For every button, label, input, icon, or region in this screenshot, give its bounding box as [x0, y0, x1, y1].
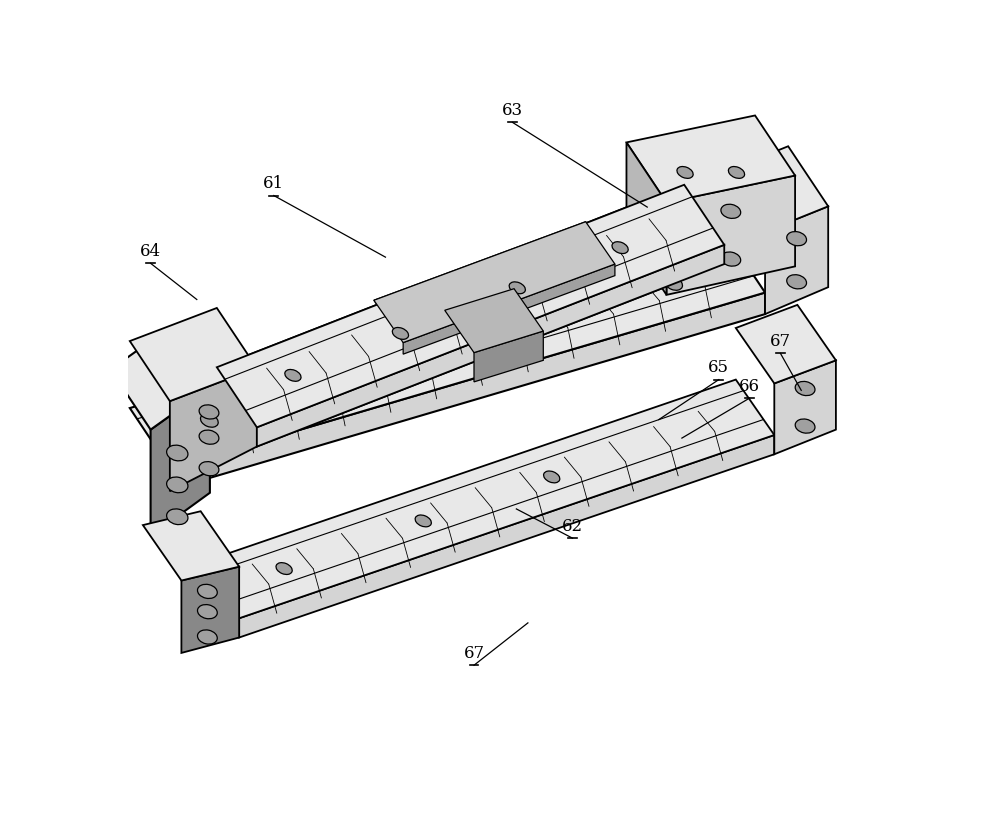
Text: 62: 62 — [562, 518, 583, 535]
Ellipse shape — [199, 430, 219, 444]
Polygon shape — [170, 292, 765, 489]
Polygon shape — [725, 146, 828, 232]
Ellipse shape — [167, 477, 188, 493]
Ellipse shape — [199, 405, 219, 419]
Ellipse shape — [728, 167, 745, 178]
Ellipse shape — [721, 252, 741, 266]
Ellipse shape — [612, 241, 628, 254]
Ellipse shape — [276, 562, 292, 575]
Polygon shape — [130, 232, 765, 468]
Polygon shape — [774, 360, 836, 454]
Polygon shape — [143, 511, 239, 580]
Polygon shape — [257, 245, 724, 447]
Polygon shape — [201, 379, 774, 618]
Ellipse shape — [787, 232, 807, 245]
Ellipse shape — [299, 364, 315, 376]
Text: 63: 63 — [502, 103, 523, 119]
Polygon shape — [181, 566, 239, 653]
Ellipse shape — [795, 382, 815, 396]
Ellipse shape — [167, 509, 188, 525]
Polygon shape — [474, 331, 543, 382]
Polygon shape — [666, 176, 795, 295]
Polygon shape — [403, 264, 615, 354]
Ellipse shape — [308, 383, 325, 396]
Ellipse shape — [509, 282, 525, 294]
Ellipse shape — [665, 277, 682, 291]
Polygon shape — [403, 264, 615, 354]
Polygon shape — [130, 308, 257, 401]
Polygon shape — [374, 222, 615, 342]
Text: 67: 67 — [770, 333, 791, 351]
Ellipse shape — [558, 309, 575, 322]
Ellipse shape — [167, 445, 188, 461]
Polygon shape — [765, 206, 828, 314]
Ellipse shape — [721, 204, 741, 218]
Text: 66: 66 — [739, 378, 760, 395]
Polygon shape — [217, 185, 724, 427]
Ellipse shape — [439, 344, 456, 357]
Ellipse shape — [197, 604, 217, 619]
Polygon shape — [239, 435, 774, 638]
Polygon shape — [257, 245, 724, 447]
Polygon shape — [626, 116, 795, 203]
Text: 67: 67 — [463, 645, 485, 663]
Ellipse shape — [415, 515, 431, 527]
Ellipse shape — [677, 167, 693, 178]
Ellipse shape — [544, 471, 560, 483]
Polygon shape — [170, 368, 257, 491]
Polygon shape — [217, 185, 724, 427]
Ellipse shape — [197, 630, 217, 644]
Ellipse shape — [200, 414, 218, 427]
Ellipse shape — [199, 461, 219, 476]
Text: 61: 61 — [263, 176, 284, 192]
Polygon shape — [374, 222, 615, 342]
Polygon shape — [626, 142, 666, 295]
Polygon shape — [111, 328, 210, 429]
Text: 65: 65 — [708, 360, 729, 377]
Ellipse shape — [519, 278, 535, 290]
Polygon shape — [736, 305, 836, 383]
Text: 64: 64 — [140, 243, 161, 260]
Ellipse shape — [197, 585, 217, 599]
Ellipse shape — [406, 322, 423, 334]
Polygon shape — [151, 388, 210, 536]
Polygon shape — [445, 289, 543, 353]
Ellipse shape — [392, 328, 409, 339]
Ellipse shape — [787, 275, 807, 289]
Ellipse shape — [795, 419, 815, 433]
Ellipse shape — [617, 240, 633, 252]
Ellipse shape — [285, 369, 301, 381]
